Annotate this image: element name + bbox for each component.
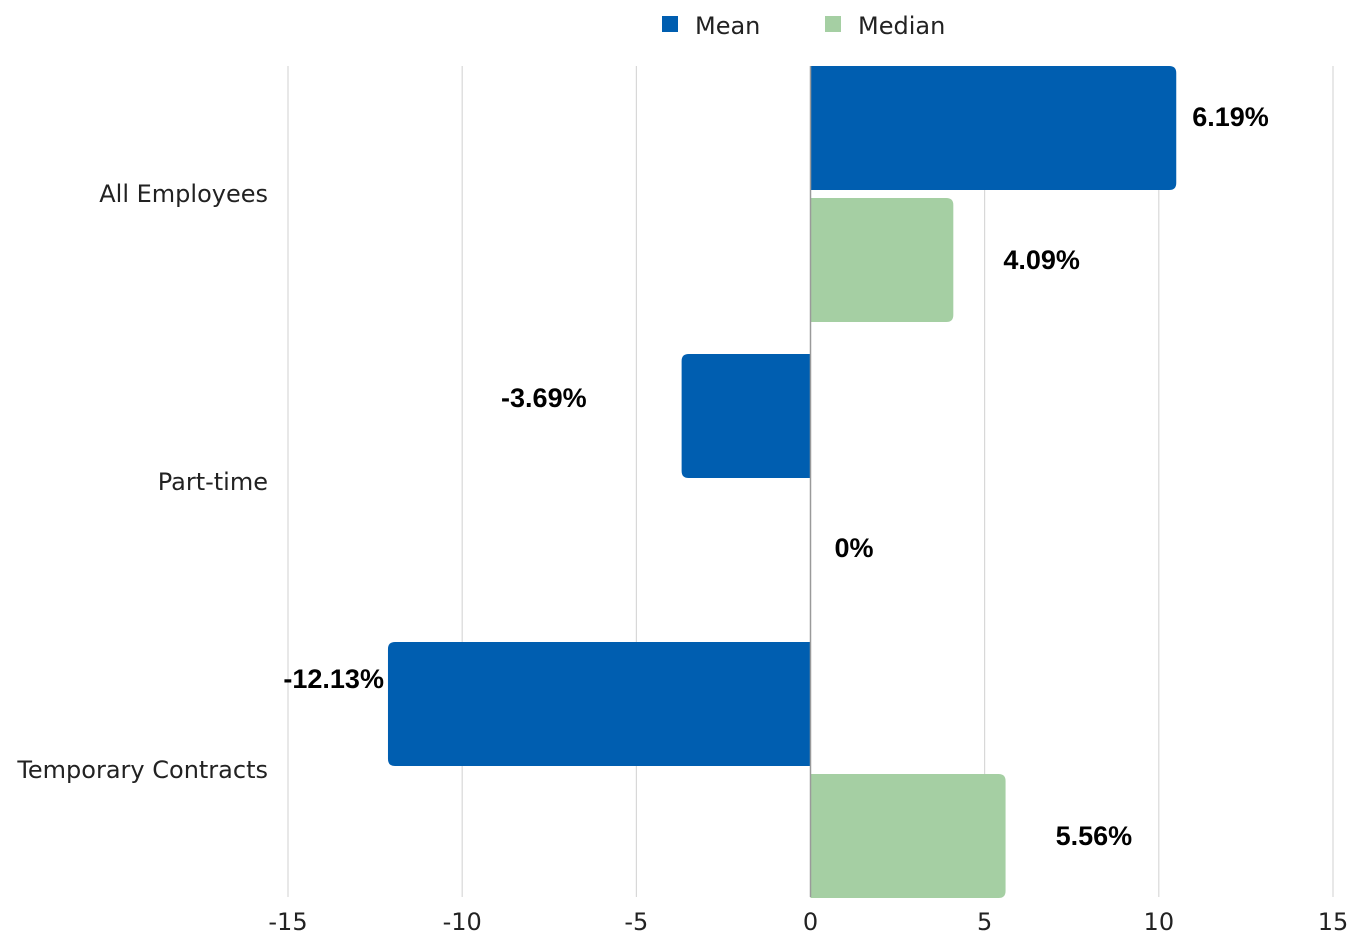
mean-bar-part-time <box>681 354 811 478</box>
legend-swatch-median <box>825 16 841 32</box>
mean-bar-all-employees <box>810 66 1177 190</box>
median-bar-all-employees <box>810 198 954 322</box>
x-tick-label: 5 <box>977 908 992 934</box>
legend-swatch-mean <box>662 16 678 32</box>
data-labels: 6.19% 4.09% -3.69% 0% -12.13% 5.56% <box>283 102 1268 851</box>
x-tick-label: -15 <box>268 908 307 934</box>
x-axis-tick-labels: -15 -10 -5 0 5 10 15 <box>268 908 1348 934</box>
category-label-part-time: Part-time <box>158 468 268 496</box>
category-labels: All Employees Part-time Temporary Contract… <box>16 180 268 784</box>
legend: Mean Median <box>662 12 945 40</box>
median-label-temporary-contracts: 5.56% <box>1056 821 1133 851</box>
legend-label-median: Median <box>858 12 945 40</box>
median-label-all-employees: 4.09% <box>1003 245 1080 275</box>
mean-label-part-time: -3.69% <box>501 383 587 413</box>
bars <box>387 66 1177 898</box>
mean-label-temporary-contracts: -12.13% <box>283 664 384 694</box>
mean-bar-temporary-contracts <box>387 642 811 766</box>
category-label-temporary-contracts: Temporary Contracts <box>16 756 268 784</box>
x-tick-label: 15 <box>1318 908 1349 934</box>
gridlines <box>287 66 1334 897</box>
x-tick-label: -10 <box>443 908 482 934</box>
mean-label-all-employees: 6.19% <box>1192 102 1269 132</box>
x-tick-label: -5 <box>624 908 648 934</box>
category-label-all-employees: All Employees <box>99 180 268 208</box>
x-tick-label: 0 <box>803 908 818 934</box>
median-bar-temporary-contracts <box>810 774 1006 898</box>
legend-label-mean: Mean <box>695 12 760 40</box>
median-label-part-time: 0% <box>835 533 874 563</box>
x-tick-label: 10 <box>1144 908 1175 934</box>
